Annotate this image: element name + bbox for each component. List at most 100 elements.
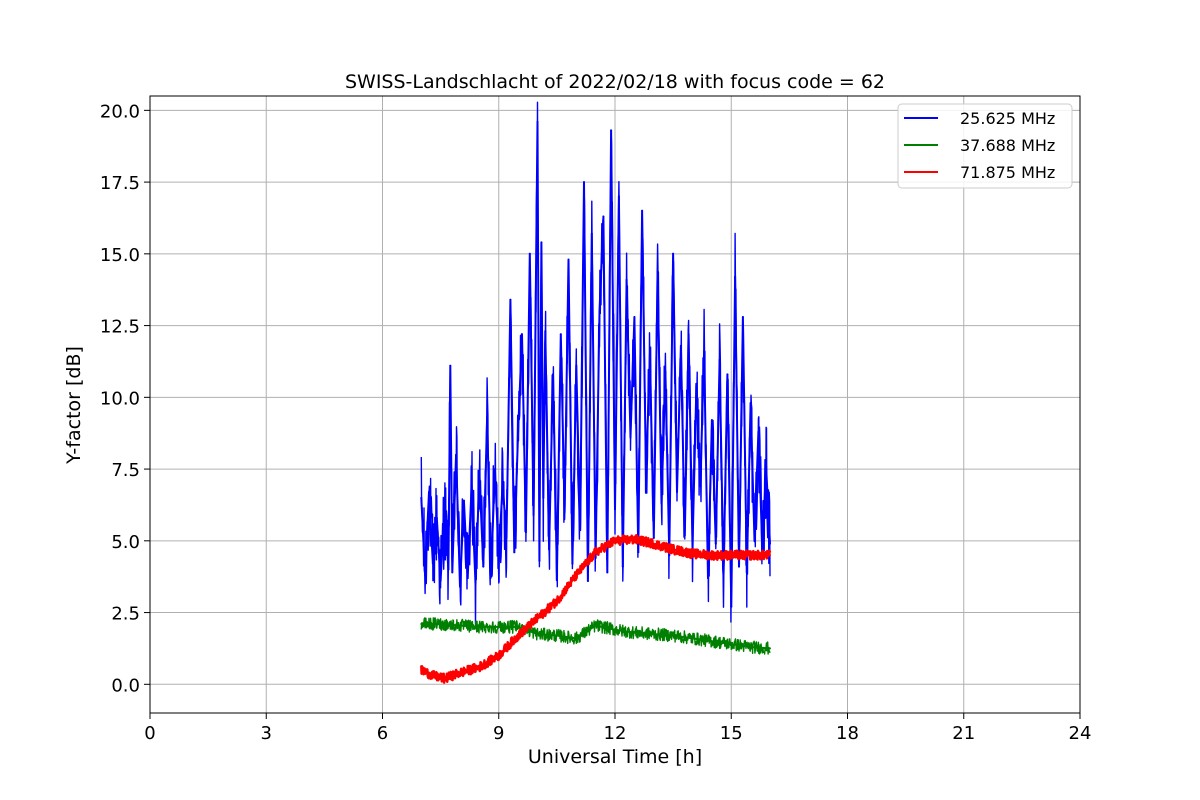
data-point [509,298,512,301]
data-point [548,548,551,551]
x-tick-label: 0 [144,723,155,744]
data-point [459,671,461,674]
data-point [629,436,632,439]
series-trace [420,617,771,655]
data-point [455,453,458,456]
data-point [749,646,752,648]
data-point [695,384,698,387]
data-point [579,525,582,528]
data-point [652,542,655,545]
data-point [505,536,508,539]
data-point [555,634,558,637]
data-point [555,600,558,603]
legend-entry-71875: 71.875 MHz [904,163,1055,182]
data-point [420,496,423,499]
legend: 25.625 MHz 37.688 MHz 71.875 MHz [897,103,1073,189]
data-point [497,654,500,657]
data-point [567,258,570,261]
data-point [710,419,713,422]
legend-entry-37688: 37.688 MHz [904,136,1055,155]
series-71875 [420,534,772,684]
data-point [536,617,539,620]
series-25625 [420,101,771,629]
x-tick-label: 12 [604,723,627,744]
data-point [610,129,613,132]
data-point [606,571,609,574]
data-point [524,531,527,534]
data-point [594,551,597,554]
data-point [521,333,523,336]
legend-entry-25625: 25.625 MHz [904,109,1055,128]
data-point [517,625,520,628]
data-point [420,623,423,625]
data-point [672,548,675,551]
legend-box [897,103,1073,189]
data-point [652,536,655,539]
legend-label-25625: 25.625 MHz [960,109,1055,128]
x-tick-label: 3 [261,723,272,744]
data-point [555,571,558,574]
data-point [439,623,442,625]
data-point [726,373,729,376]
data-point [598,310,601,313]
data-point [544,330,547,333]
data-point [710,554,713,557]
data-point [738,565,740,568]
data-point [486,416,489,419]
data-point [528,252,531,255]
y-tick-label: 17.5 [100,173,140,194]
data-point [633,316,636,318]
data-point [660,502,663,505]
y-tick-label: 2.5 [111,604,140,625]
data-point [420,669,423,671]
data-point [734,275,737,278]
data-point [575,637,578,640]
data-point [637,551,640,554]
data-point [703,350,706,353]
data-point [439,580,442,582]
data-point [517,634,520,637]
data-point [443,677,446,680]
data-point [466,577,469,580]
data-point [424,574,427,577]
data-point [563,511,566,514]
data-point [749,554,752,557]
data-point [459,585,461,588]
legend-label-71875: 71.875 MHz [960,163,1055,182]
data-point [633,538,636,541]
data-point [478,473,481,476]
data-point [679,344,682,347]
y-tick-label: 12.5 [100,317,140,338]
data-point [501,482,504,485]
data-point [459,624,461,627]
data-point [664,370,667,373]
data-point [449,364,452,367]
y-tick-label: 0.0 [111,675,140,696]
data-point [614,508,616,511]
chart-title: SWISS-Landschlacht of 2022/02/18 with fo… [345,71,885,93]
data-point [714,542,717,545]
x-tick-label: 21 [952,723,975,744]
data-point [749,402,752,405]
data-point [745,571,748,574]
data-point [707,577,709,580]
data-point [730,605,733,608]
x-tick-label: 15 [720,723,743,744]
data-point [614,628,616,631]
data-point [542,496,545,499]
tick-layer: 0 3 6 9 12 15 18 21 24 0.0 2.5 5.0 7.5 10.0 12.5 15.0 17… [100,101,1092,744]
data-point [447,568,450,571]
data-point [691,545,694,548]
data-point [443,508,446,511]
data-point [532,514,535,516]
data-point [718,359,721,361]
y-tick-label: 7.5 [111,460,140,481]
x-tick-label: 24 [1069,723,1092,744]
data-point [641,209,644,212]
data-point [435,516,438,519]
data-point [672,634,675,637]
data-point [645,476,647,479]
data-point [757,430,760,433]
x-tick-label: 9 [493,723,504,744]
